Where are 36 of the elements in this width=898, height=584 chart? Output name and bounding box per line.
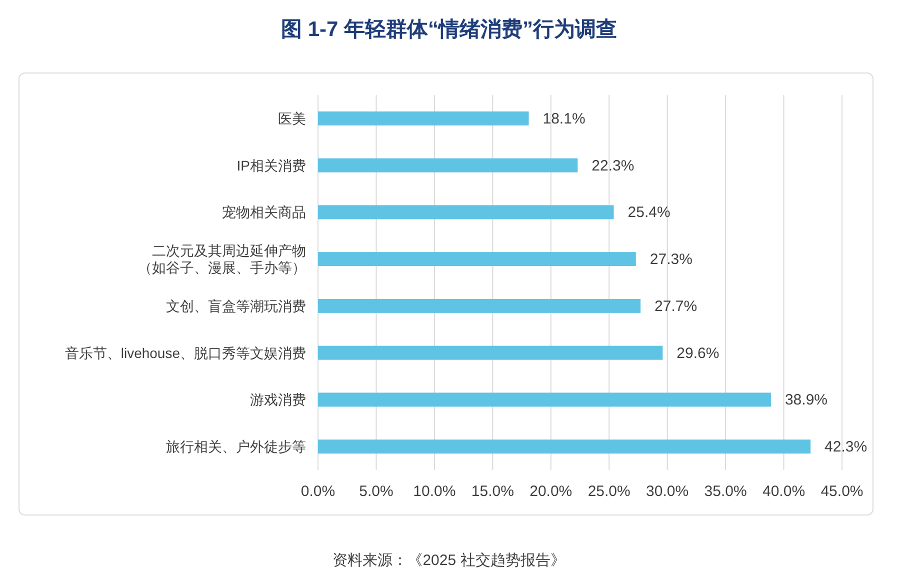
data-label: 27.3% — [650, 251, 692, 268]
bar — [318, 440, 811, 454]
x-tick-label: 45.0% — [820, 483, 864, 500]
data-label: 42.3% — [824, 438, 868, 456]
bar — [318, 205, 614, 220]
x-tick-label: 15.0% — [471, 483, 514, 500]
y-tick-label: 游戏消费 — [250, 392, 306, 408]
bar — [318, 298, 641, 313]
x-tick-label: 30.0% — [646, 483, 689, 500]
y-tick-label: 医美 — [278, 110, 306, 126]
data-label: 29.6% — [676, 344, 720, 362]
x-tick-label: 35.0% — [704, 483, 747, 500]
x-tick-label: 0.0% — [300, 483, 336, 500]
data-label: 18.1% — [542, 110, 586, 128]
data-label: 38.9% — [784, 392, 828, 409]
y-tick-label: 音乐节、livehouse、脱口秀等文娱消费 — [64, 344, 306, 361]
bar — [318, 252, 636, 266]
data-label: 27.7% — [654, 298, 698, 315]
chart-title: 图 1-7 年轻群体“情绪消费”行为调查 — [280, 18, 618, 41]
x-tick-label: 10.0% — [413, 483, 456, 500]
y-tick-label: IP相关消费 — [236, 157, 306, 174]
y-tick-label: 旅行相关、户外徒步等 — [166, 438, 306, 455]
bar — [318, 158, 578, 172]
bar — [318, 346, 663, 360]
y-tick-label: 二次元及其周边延伸产物（如谷子、漫展、手办等） — [138, 242, 306, 276]
x-tick-label: 20.0% — [530, 483, 572, 500]
y-tick-label: 宠物相关商品 — [222, 204, 306, 220]
x-tick-label: 5.0% — [359, 483, 394, 500]
y-tick-label: 文创、盲盒等潮玩消费 — [166, 298, 306, 314]
x-tick-label: 25.0% — [588, 483, 630, 500]
x-tick-label: 40.0% — [762, 483, 806, 500]
data-label: 22.3% — [592, 157, 634, 174]
text: 资料来源：《2025 社交趋势报告》 — [332, 552, 566, 569]
bar — [318, 111, 529, 126]
bar — [318, 392, 771, 407]
data-label: 25.4% — [628, 204, 670, 222]
